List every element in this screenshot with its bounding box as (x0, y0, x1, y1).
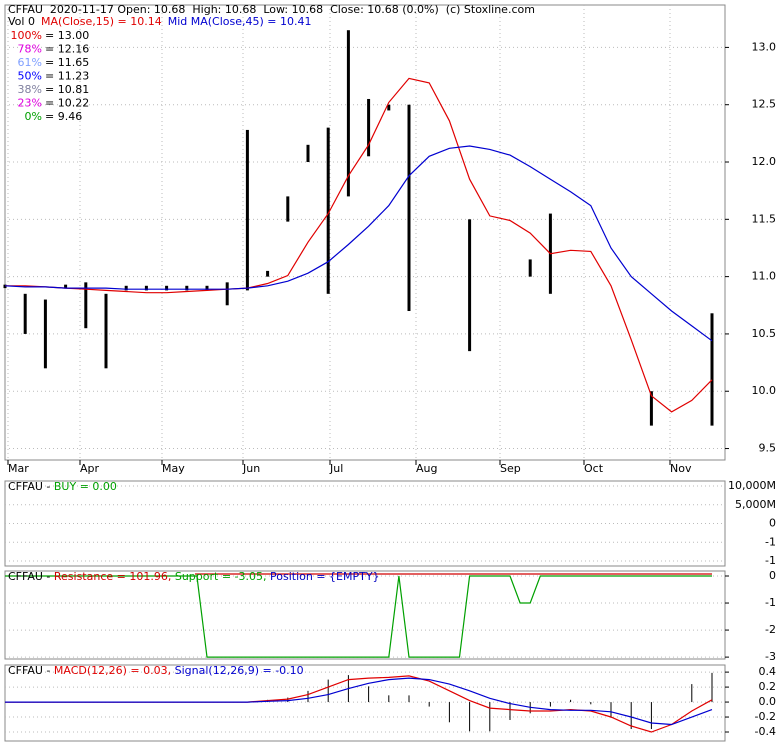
price-bar (649, 391, 653, 426)
y-tick-label: -1 (765, 596, 776, 609)
panel-legend: CFFAU - BUY = 0.00 (8, 480, 117, 493)
x-tick-label: May (162, 462, 185, 475)
price-bar (266, 270, 270, 277)
x-tick-label: Oct (584, 462, 604, 475)
price-bar (23, 293, 27, 334)
y-tick-label: 13.0 (752, 40, 777, 53)
legend-entry: Resistance = 101.96, (54, 570, 175, 583)
price-bar (225, 282, 229, 306)
y-tick-label: 12.5 (752, 98, 777, 111)
y-tick-label: 5,000M (735, 498, 776, 511)
y-tick-label: -1 (765, 535, 776, 548)
legend-entry: MA(Close,15) = 10.14 (41, 15, 162, 28)
y-tick-label: 0.0 (759, 695, 777, 708)
ma-legend: Vol 0 MA(Close,15) = 10.14 Mid MA(Close,45… (8, 15, 312, 28)
y-tick-label: -3 (765, 650, 776, 663)
price-bar (84, 282, 88, 329)
price-bar (468, 219, 472, 352)
fib-pct: 50% (18, 70, 42, 83)
ma-line (4, 145, 713, 342)
price-bar (367, 98, 371, 157)
price-bar (144, 285, 148, 291)
y-tick-label: 0.2 (759, 680, 777, 693)
volume: Vol 0 (8, 15, 35, 28)
x-tick-label: Sep (500, 462, 521, 475)
price-bar (104, 293, 108, 369)
fib-pct: 0% (25, 110, 42, 123)
legend-entry: MACD(12,26) = 0.03, (54, 664, 175, 677)
x-tick-label: Aug (416, 462, 437, 475)
fib-pct: 38% (18, 83, 42, 96)
price-bar (185, 285, 189, 291)
y-tick-label: -0.2 (755, 710, 776, 723)
fib-level: = 11.23 (45, 70, 89, 83)
fib-pct: 100% (11, 29, 42, 42)
y-tick-label: 9.5 (759, 442, 777, 455)
price-bar (43, 299, 47, 369)
panel-symbol: CFFAU - (8, 480, 54, 493)
x-tick-label: Jul (329, 462, 343, 475)
y-tick-label: 0 (769, 517, 776, 530)
fib-level: = 12.16 (45, 43, 89, 56)
fib-level: = 9.46 (45, 110, 82, 123)
price-bar (286, 196, 290, 222)
legend-entry: Support = -3.05, (175, 570, 270, 583)
legend-entry: BUY = 0.00 (54, 480, 117, 493)
price-bar (528, 259, 532, 277)
y-tick-label: -1 (765, 554, 776, 567)
macd-panel (4, 664, 726, 742)
fib-level: = 11.65 (45, 56, 89, 69)
y-tick-label: 0 (769, 569, 776, 582)
fib-level: = 10.22 (45, 97, 89, 110)
x-tick-label: Jun (242, 462, 260, 475)
x-tick-label: Mar (8, 462, 29, 475)
fib-level: = 13.00 (45, 29, 89, 42)
panel-symbol: CFFAU - (8, 664, 54, 677)
fib-pct: 78% (18, 43, 42, 56)
price-bar (64, 284, 68, 289)
price-panel (4, 4, 726, 461)
legend-entry: Mid MA(Close,45) = 10.41 (168, 15, 312, 28)
x-tick-label: Apr (80, 462, 100, 475)
price-bar (165, 285, 169, 291)
y-tick-label: 0.4 (759, 665, 777, 678)
price-bar (710, 313, 714, 426)
fib-pct: 61% (18, 56, 42, 69)
price-bar (124, 285, 128, 291)
panel-legend: CFFAU - Resistance = 101.96, Support = -… (8, 570, 380, 583)
legend-entry: Position = {EMPTY} (270, 570, 380, 583)
header: CFFAU 2020-11-17 Open: 10.68 High: 10.68… (8, 3, 535, 16)
y-tick-label: 10.5 (752, 327, 777, 340)
price-bar (326, 127, 330, 294)
macd-line (5, 677, 713, 726)
price-bar (387, 104, 391, 111)
panel-symbol: CFFAU - (8, 570, 54, 583)
y-tick-label: 10,000M (728, 479, 776, 492)
price-bar (407, 104, 411, 312)
price-bar (245, 129, 249, 291)
ma-line (5, 77, 713, 413)
y-tick-label: 11.5 (752, 212, 777, 225)
y-tick-label: -0.4 (755, 725, 776, 738)
fib-pct: 23% (18, 97, 42, 110)
x-tick-label: Nov (670, 462, 692, 475)
price-bar (306, 144, 310, 163)
panel-legend: CFFAU - MACD(12,26) = 0.03, Signal(12,26… (8, 664, 304, 677)
price-bar (205, 285, 209, 291)
y-tick-label: 12.0 (752, 155, 777, 168)
y-tick-label: -2 (765, 623, 776, 636)
position-line (5, 575, 712, 658)
price-bar (346, 30, 350, 197)
y-tick-label: 10.0 (752, 384, 777, 397)
position-panel (4, 570, 726, 660)
fib-level: = 10.81 (45, 83, 89, 96)
y-tick-label: 11.0 (752, 270, 777, 283)
legend-entry: Signal(12,26,9) = -0.10 (175, 664, 304, 677)
